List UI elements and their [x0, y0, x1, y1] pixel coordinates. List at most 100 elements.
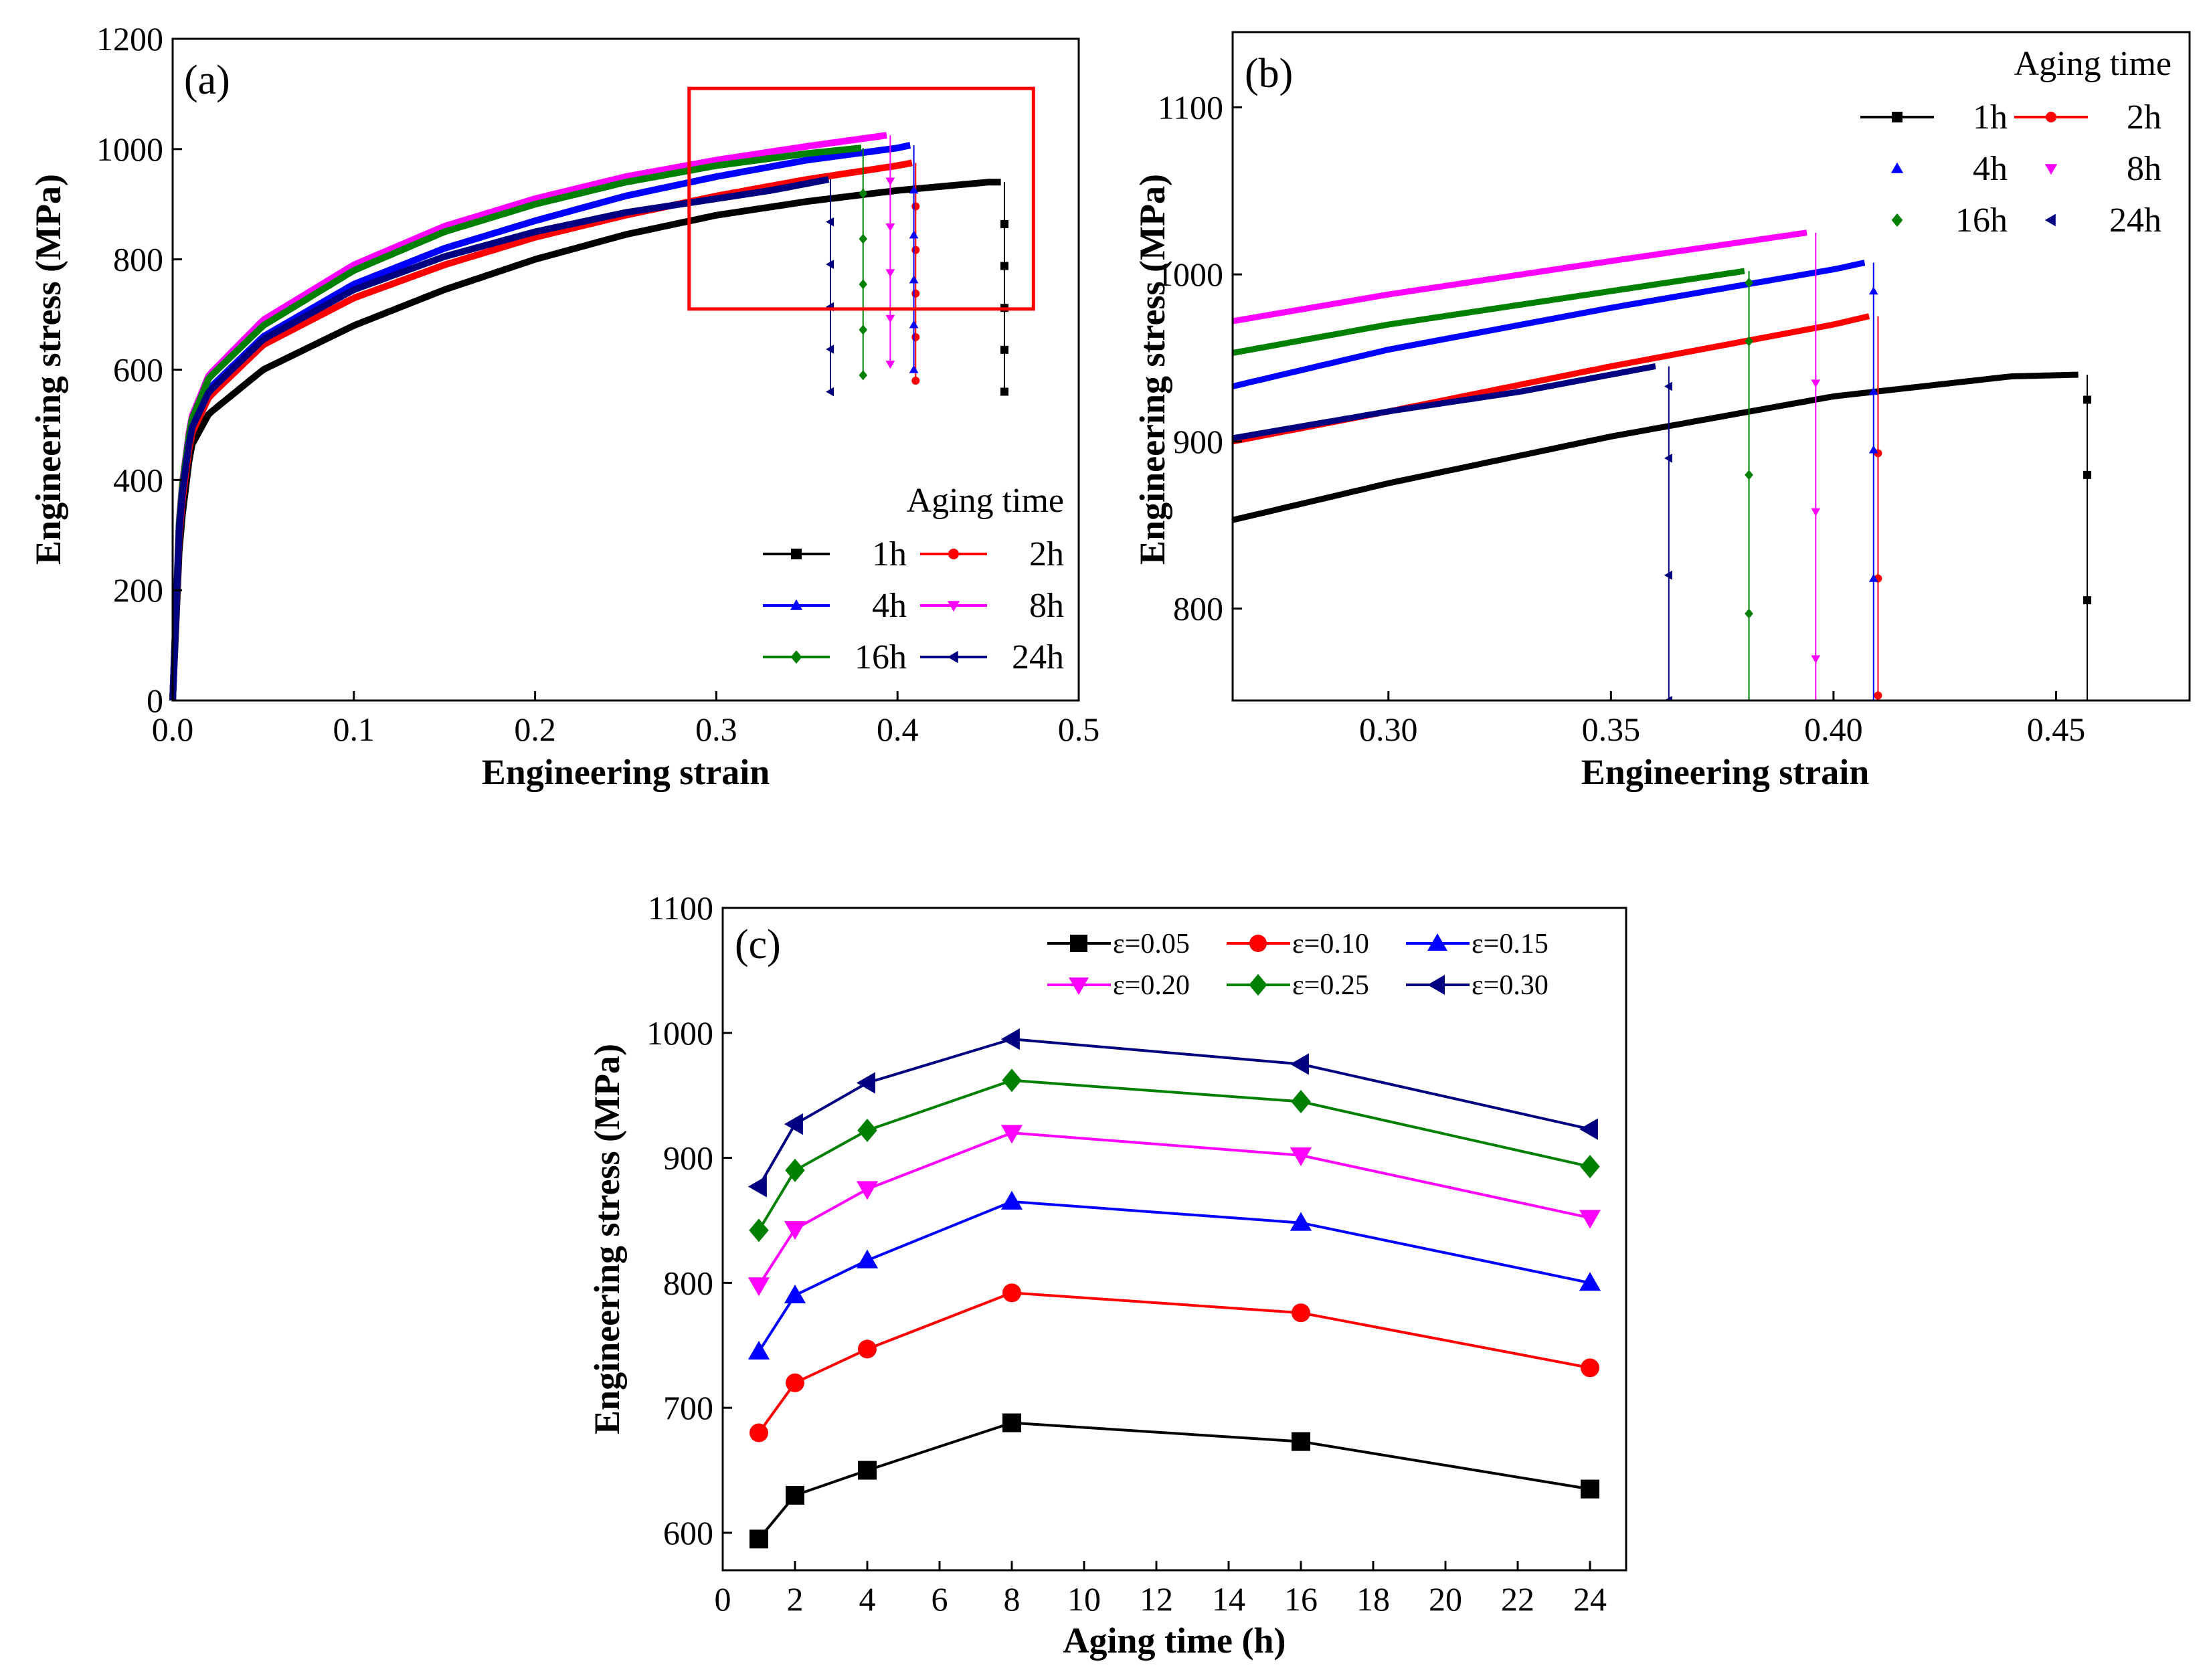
panel-a-legend-label-4h: 4h	[872, 587, 907, 625]
panel-b-drop-marker-24h	[1664, 570, 1672, 580]
panel-a-drop-marker-16h	[859, 234, 868, 244]
panel-c-point-6	[784, 1113, 803, 1135]
panel-a-drop-marker-24h	[826, 217, 834, 227]
panel-a-legend-marker-8h	[947, 601, 960, 612]
x-tick-label: 0.35	[1582, 711, 1641, 748]
panel-c-point-5	[857, 1118, 877, 1142]
panel-b-legend-marker-16h	[1891, 213, 1903, 227]
panel-b-legend-marker-2h	[2046, 112, 2056, 122]
panel-c-ylabel: Engineering stress (MPa)	[587, 1044, 627, 1434]
panel-b-series-1h	[1233, 371, 2092, 701]
x-tick-label: 0.2	[514, 711, 556, 748]
panel-a-legend-marker-2h	[948, 549, 959, 559]
panel-c-series-4	[747, 1125, 1601, 1297]
panel-b-series-4h	[1233, 260, 1878, 701]
panel-a-curve-24h	[169, 176, 832, 701]
panel-b-drop-marker-8h	[1811, 379, 1821, 388]
x-tick-label: 6	[932, 1580, 948, 1618]
panel-c-plot-frame	[721, 907, 1627, 1572]
panel-c-point-4	[1579, 1210, 1601, 1229]
panel-c-point-1	[1002, 1413, 1021, 1432]
panel-c-point-3	[1290, 1212, 1312, 1231]
panel-a-drop-marker-8h	[885, 269, 895, 278]
panel-a-curve-16h	[169, 145, 865, 701]
panel-c-legend: ε=0.05 ε=0.10 ε=0.15 ε=0.20 ε=0.25 ε=0.30	[1047, 929, 1549, 1001]
panel-c-point-2	[1292, 1303, 1310, 1323]
panel-b-drop-marker-1h	[2083, 596, 2092, 605]
panel-a-plot-frame	[171, 37, 1080, 702]
x-tick-label: 8	[1004, 1580, 1021, 1618]
panel-a-series-2h	[169, 159, 920, 701]
panel-b-label: (b)	[1245, 51, 1293, 96]
panel-c-series-5	[749, 1068, 1600, 1242]
panel-a-drop-marker-4h	[909, 185, 919, 194]
y-tick-label: 600	[663, 1514, 713, 1552]
panel-a-drop-marker-24h	[826, 387, 834, 397]
y-tick-label: 1100	[1158, 88, 1223, 126]
panel-a-legend-marker-16h	[790, 650, 802, 664]
panel-c-point-2	[858, 1339, 877, 1359]
panel-c-line-5	[758, 1079, 1591, 1231]
panel-b-drop-marker-4h	[1868, 286, 1878, 295]
x-tick-label: 0	[715, 1580, 731, 1618]
panel-b-drop-marker-24h	[1664, 381, 1672, 391]
panel-b-curve-4h	[1233, 260, 1866, 389]
panel-c-point-6	[747, 1176, 767, 1198]
panel-b-legend-label-16h: 16h	[1955, 201, 2008, 240]
panel-c-point-5	[1002, 1068, 1022, 1093]
panel-a-legend: Aging time 1h 2h 4h 8h 16h 24h	[763, 482, 1064, 676]
panel-c-point-4	[1290, 1147, 1312, 1166]
panel-a-drop-marker-24h	[826, 345, 834, 354]
panel-a-drop-marker-16h	[859, 324, 868, 335]
x-tick-label: 0.3	[695, 711, 737, 748]
panel-a-drop-marker-8h	[885, 223, 895, 231]
y-tick-label: 400	[113, 461, 163, 498]
panel-b-drop-marker-2h	[1874, 691, 1882, 700]
panel-c-point-2	[786, 1373, 804, 1392]
panel-c-point-6	[1000, 1028, 1020, 1050]
y-tick-label: 1000	[1156, 256, 1223, 293]
panel-c-point-1	[1292, 1432, 1310, 1451]
panel-c-legend-label-1: ε=0.05	[1113, 929, 1190, 959]
panel-c-point-1	[858, 1461, 877, 1480]
panel-a-legend-label-8h: 8h	[1029, 587, 1064, 625]
panel-b-series-8h	[1233, 229, 1821, 701]
panel-a-legend-marker-1h	[791, 549, 802, 559]
panel-c-point-2	[749, 1423, 768, 1442]
y-tick-label: 800	[1173, 590, 1223, 628]
panel-a-label: (a)	[184, 58, 230, 103]
panel-b-curve-1h	[1233, 371, 2080, 523]
panel-c-line-6	[758, 1038, 1591, 1188]
panel-b-curve-8h	[1233, 229, 1807, 324]
panel-a-highlight-box	[687, 86, 1035, 311]
panel-b-legend-marker-24h	[2044, 213, 2056, 227]
panel-c-legend-marker-2	[1249, 935, 1267, 952]
panel-c-series-2	[749, 1283, 1599, 1442]
x-tick-label: 12	[1140, 1580, 1173, 1618]
panel-c-point-4	[856, 1181, 879, 1200]
x-tick-label: 4	[859, 1580, 876, 1618]
y-tick-label: 0	[147, 682, 163, 719]
panel-a-ylabel: Engineering stress (MPa)	[28, 174, 68, 565]
panel-a-drop-marker-4h	[909, 320, 919, 329]
x-tick-label: 0.30	[1359, 711, 1418, 748]
panel-b-drop-marker-16h	[1745, 278, 1753, 288]
panel-c-series-3	[747, 1190, 1601, 1360]
x-tick-label: 0.4	[877, 711, 919, 748]
panel-c-point-1	[749, 1529, 768, 1549]
panel-c-point-2	[1581, 1358, 1599, 1378]
x-tick-label: 18	[1356, 1580, 1390, 1618]
panel-c-point-2	[1002, 1283, 1021, 1303]
panel-c-point-5	[1580, 1155, 1600, 1179]
panel-c-point-3	[1579, 1272, 1601, 1291]
panel-c-point-5	[749, 1218, 769, 1242]
panel-b-legend-title: Aging time	[2014, 45, 2172, 83]
panel-c-legend-label-2: ε=0.10	[1292, 929, 1369, 959]
panel-a-curve-2h	[169, 159, 913, 701]
y-tick-label: 1000	[96, 130, 163, 168]
panel-a-legend-label-16h: 16h	[855, 638, 907, 676]
panel-b-curve-24h	[1233, 363, 1658, 442]
panel-c: 0 2 4 6 8 10 12 14 16 18 20 22 246007008009001000110…	[587, 889, 1627, 1661]
panel-a-xlabel: Engineering strain	[482, 752, 770, 792]
